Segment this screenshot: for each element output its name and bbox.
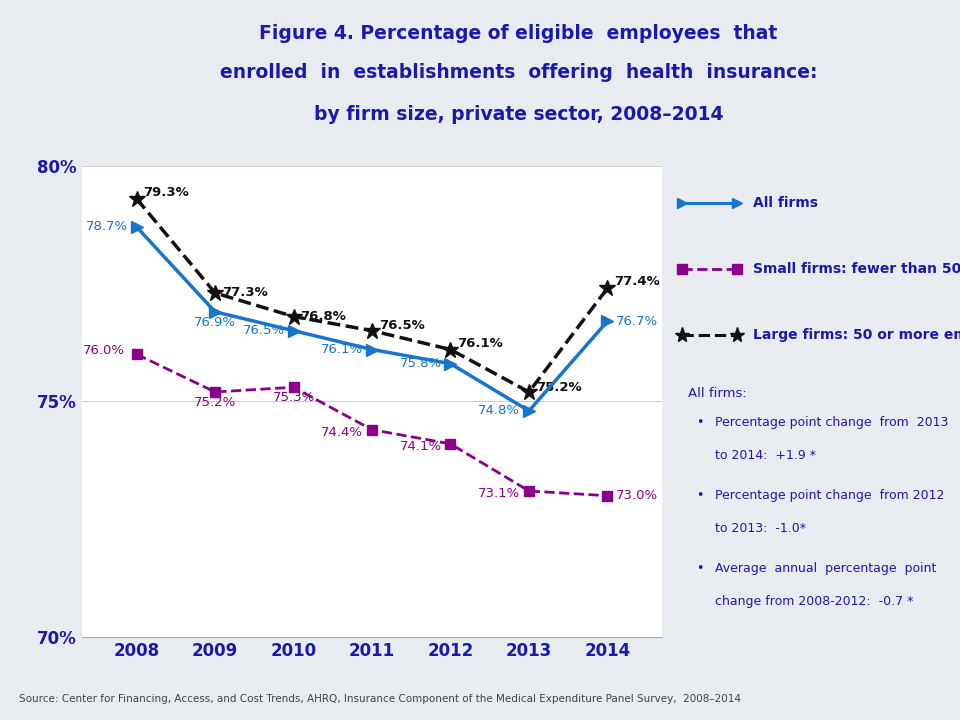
Text: 74.8%: 74.8%	[478, 405, 520, 418]
Text: Percentage point change  from  2013: Percentage point change from 2013	[715, 415, 948, 428]
Text: 73.0%: 73.0%	[616, 489, 659, 503]
Text: 78.7%: 78.7%	[85, 220, 128, 233]
Text: Figure 4. Percentage of eligible  employees  that: Figure 4. Percentage of eligible employe…	[259, 24, 778, 43]
Text: All firms: All firms	[754, 197, 819, 210]
Text: 77.3%: 77.3%	[222, 287, 268, 300]
Text: 74.4%: 74.4%	[322, 426, 363, 438]
Text: 76.0%: 76.0%	[83, 344, 125, 357]
Text: enrolled  in  establishments  offering  health  insurance:: enrolled in establishments offering heal…	[220, 63, 817, 82]
Text: 77.4%: 77.4%	[614, 274, 660, 288]
Text: 76.1%: 76.1%	[457, 338, 503, 351]
Text: 76.7%: 76.7%	[616, 315, 659, 328]
Text: Small firms: fewer than 50 employees: Small firms: fewer than 50 employees	[754, 262, 960, 276]
Text: 75.3%: 75.3%	[273, 391, 315, 404]
Text: All firms:: All firms:	[687, 387, 747, 400]
Text: 76.9%: 76.9%	[194, 315, 236, 328]
Text: 75.2%: 75.2%	[194, 396, 236, 409]
Text: 76.1%: 76.1%	[321, 343, 363, 356]
Text: 75.8%: 75.8%	[399, 357, 442, 370]
Text: •: •	[696, 489, 704, 502]
Text: Percentage point change  from 2012: Percentage point change from 2012	[715, 489, 945, 502]
Text: Source: Center for Financing, Access, and Cost Trends, AHRQ, Insurance Component: Source: Center for Financing, Access, an…	[19, 694, 741, 704]
Text: 75.2%: 75.2%	[536, 381, 582, 394]
Text: 74.1%: 74.1%	[399, 440, 442, 453]
Text: to 2014:  +1.9 *: to 2014: +1.9 *	[715, 449, 816, 462]
Text: 73.1%: 73.1%	[478, 487, 520, 500]
Text: •: •	[696, 415, 704, 428]
Text: 76.8%: 76.8%	[300, 310, 347, 323]
Text: Large firms: 50 or more employees: Large firms: 50 or more employees	[754, 328, 960, 343]
Text: •: •	[696, 562, 704, 575]
Text: 76.5%: 76.5%	[243, 324, 285, 337]
Text: 79.3%: 79.3%	[143, 186, 189, 199]
Text: change from 2008-2012:  -0.7 *: change from 2008-2012: -0.7 *	[715, 595, 914, 608]
Text: 76.5%: 76.5%	[379, 318, 424, 331]
Text: by firm size, private sector, 2008–2014: by firm size, private sector, 2008–2014	[314, 105, 723, 124]
Text: to 2013:  -1.0*: to 2013: -1.0*	[715, 522, 806, 535]
Text: Average  annual  percentage  point: Average annual percentage point	[715, 562, 936, 575]
